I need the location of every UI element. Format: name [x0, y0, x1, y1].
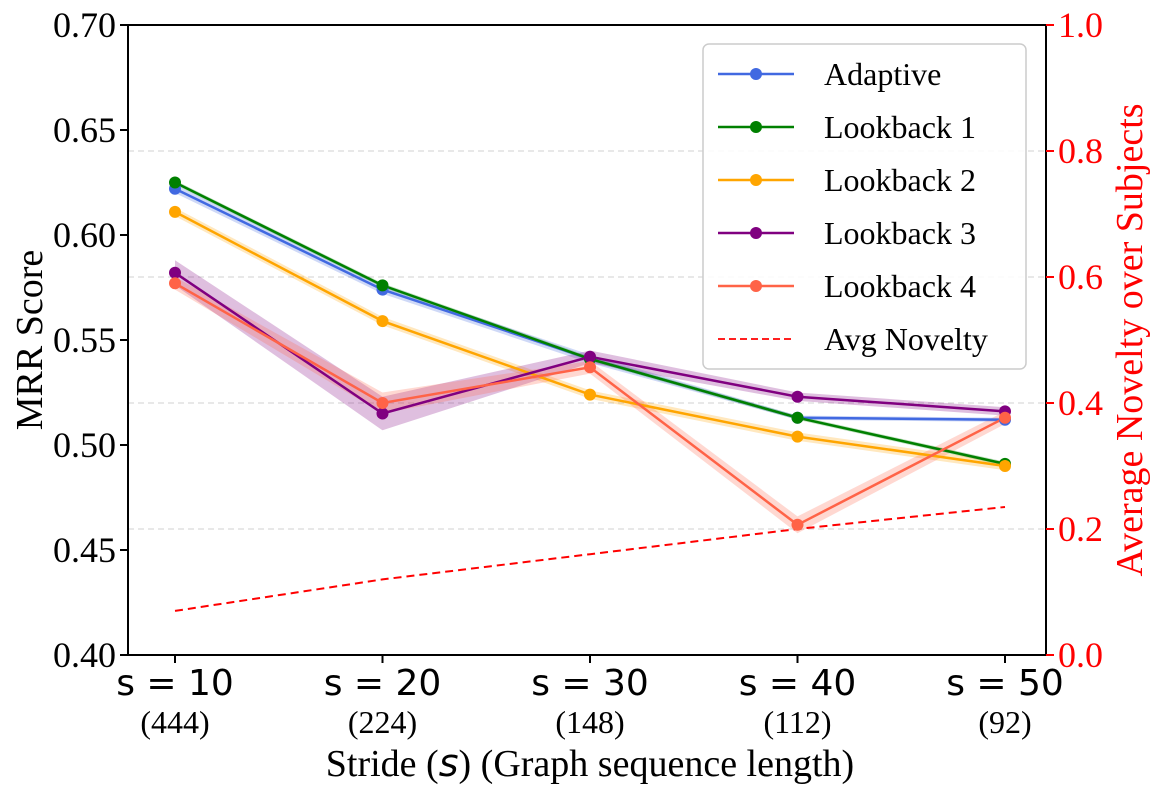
right-y-axis: 0.0 0.2 0.4 0.6 0.8 1.0 — [1046, 5, 1103, 675]
y2-tick-label: 0.6 — [1058, 257, 1103, 297]
legend-label: Lookback 3 — [824, 215, 976, 251]
y2-tick-label: 0.4 — [1058, 383, 1103, 423]
x-axis-title: Stride (s) (Graph sequence length) — [326, 741, 854, 785]
legend-marker — [750, 174, 762, 186]
y-tick-label: 0.40 — [53, 635, 116, 675]
data-point — [169, 176, 181, 189]
x-tick-label: s = 10 — [116, 663, 234, 704]
data-point — [791, 518, 804, 531]
data-point — [376, 315, 389, 328]
legend-marker — [750, 68, 762, 80]
legend-marker — [750, 280, 762, 292]
legend-label: Adaptive — [824, 56, 941, 92]
x-tick-sublabel: (112) — [763, 704, 831, 740]
legend-marker — [750, 227, 762, 239]
legend: Adaptive Lookback 1 Lookback 2 Lookback 3 Lo… — [702, 43, 1027, 370]
x-axis: s = 10(444)s = 20(224)s = 30(148)s = 40(… — [116, 655, 1064, 740]
x-tick-sublabel: (148) — [555, 704, 624, 740]
data-point — [791, 430, 804, 443]
data-point — [584, 361, 596, 374]
data-point — [791, 390, 804, 403]
legend-box — [702, 43, 1027, 370]
legend-label: Lookback 2 — [824, 162, 976, 198]
y2-tick-label: 0.2 — [1058, 509, 1103, 549]
data-point — [584, 350, 596, 363]
series-points — [169, 176, 1011, 531]
x-tick-sublabel: (444) — [140, 704, 209, 740]
left-y-axis: 0.40 0.45 0.50 0.55 0.60 0.65 0.70 — [53, 5, 128, 675]
x-tick-label: s = 50 — [946, 663, 1064, 704]
data-point — [376, 407, 389, 420]
y2-tick-label: 0.0 — [1058, 635, 1103, 675]
y-tick-label: 0.65 — [53, 110, 116, 150]
legend-label: Lookback 4 — [824, 268, 976, 304]
x-tick-label: s = 20 — [324, 663, 442, 704]
legend-marker — [750, 121, 762, 133]
x-tick-label: s = 40 — [739, 663, 857, 704]
x-axis-title-suffix: ) (Graph sequence length) — [459, 743, 855, 785]
y-tick-label: 0.70 — [53, 5, 116, 45]
x-tick-label: s = 30 — [531, 663, 649, 704]
data-point — [376, 279, 389, 292]
legend-label: Lookback 1 — [824, 109, 976, 145]
y-tick-label: 0.45 — [53, 530, 116, 570]
x-axis-title-symbol: s — [439, 741, 459, 785]
novelty-line-layer — [174, 505, 1006, 612]
x-tick-sublabel: (224) — [348, 704, 417, 740]
y2-tick-label: 0.8 — [1058, 131, 1103, 171]
novelty-line — [174, 505, 1006, 612]
data-point — [999, 411, 1011, 424]
data-point — [999, 460, 1011, 472]
x-axis-title-prefix: Stride ( — [326, 743, 439, 785]
y-tick-label: 0.60 — [53, 215, 116, 255]
data-point — [169, 266, 181, 279]
y-tick-label: 0.50 — [53, 425, 116, 465]
legend-label: Avg Novelty — [824, 321, 988, 357]
y2-tick-label: 1.0 — [1058, 5, 1103, 45]
y-tick-label: 0.55 — [53, 320, 116, 360]
data-point — [584, 388, 596, 401]
y2-axis-title: Average Novelty over Subjects — [1109, 103, 1151, 576]
data-point — [169, 205, 181, 218]
data-point — [376, 397, 389, 409]
data-point — [169, 277, 181, 290]
data-point — [791, 411, 804, 424]
y-axis-title: MRR Score — [9, 250, 51, 431]
x-tick-sublabel: (92) — [978, 704, 1031, 740]
